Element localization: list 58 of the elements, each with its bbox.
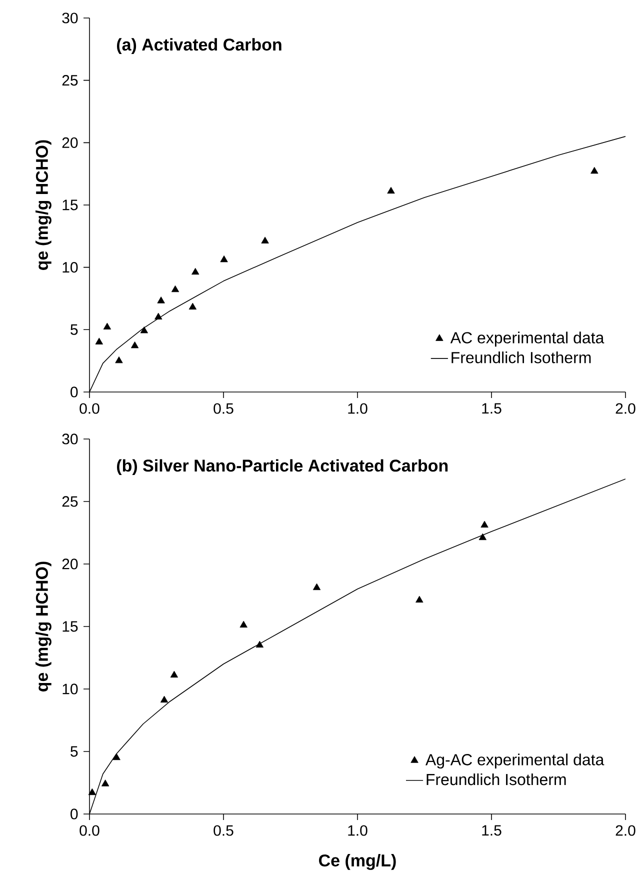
x-tick-label: 0.0 <box>80 403 100 414</box>
point <box>112 753 120 760</box>
point <box>416 596 424 603</box>
x-tick-label: 1.5 <box>482 825 502 836</box>
x-tick-label: 0.5 <box>214 403 234 414</box>
x-tick-label: 0.0 <box>80 825 100 836</box>
y-tick-label: 30 <box>62 434 78 444</box>
point <box>312 583 321 590</box>
point <box>188 302 197 310</box>
point <box>88 788 96 796</box>
point <box>478 533 486 540</box>
point <box>261 236 269 244</box>
x-tick-label: 2.0 <box>616 403 636 414</box>
y-tick-label: 10 <box>62 684 78 694</box>
y-tick-label: 20 <box>62 137 78 148</box>
point <box>103 322 112 330</box>
point <box>590 166 598 174</box>
y-axis-title: qe (mg/g HCHO) <box>36 562 52 692</box>
point <box>101 780 110 786</box>
point <box>192 268 200 275</box>
point <box>130 341 139 348</box>
point <box>387 186 395 194</box>
y-tick-label: 25 <box>62 75 78 86</box>
point <box>157 296 165 304</box>
y-tick-label: 5 <box>70 746 78 757</box>
point <box>256 640 264 648</box>
y-tick-label: 10 <box>62 262 78 273</box>
y-axis-title: qe (mg/g HCHO) <box>36 140 52 270</box>
y-tick-label: 30 <box>62 12 78 24</box>
y-tick-label: 25 <box>62 496 78 507</box>
x-axis-title: Ce (mg/L) <box>318 854 396 870</box>
y-tick-label: 5 <box>70 324 78 335</box>
point <box>115 356 123 364</box>
point <box>240 620 248 628</box>
text: (b) Silver Nano-Particle Activated Carbon <box>116 459 448 476</box>
point <box>480 520 488 528</box>
point <box>220 255 228 262</box>
x-tick-label: 1.5 <box>482 403 502 414</box>
y-tick-label: 15 <box>62 621 78 632</box>
x-tick-label: 1.0 <box>348 825 368 836</box>
legend-label: Ag-AC experimental data <box>425 754 604 769</box>
text: (a) Activated Carbon <box>116 38 282 54</box>
x-tick-label: 0.5 <box>214 825 234 836</box>
x-tick-label: 2.0 <box>616 825 636 836</box>
y-tick-label: 0 <box>70 808 78 820</box>
point <box>95 338 103 344</box>
y-tick-label: 20 <box>62 558 78 570</box>
x-tick-label: 1.0 <box>348 403 368 414</box>
point <box>140 326 148 334</box>
legend-label: Freundlich Isotherm <box>452 352 591 364</box>
y-tick-label: 15 <box>62 200 78 210</box>
y-tick-label: 0 <box>70 386 78 398</box>
point <box>170 670 178 678</box>
point <box>160 696 168 703</box>
legend-label: AC experimental data <box>450 332 604 347</box>
point <box>171 285 180 292</box>
point <box>154 312 162 320</box>
legend-label: Freundlich Isotherm <box>426 773 566 786</box>
